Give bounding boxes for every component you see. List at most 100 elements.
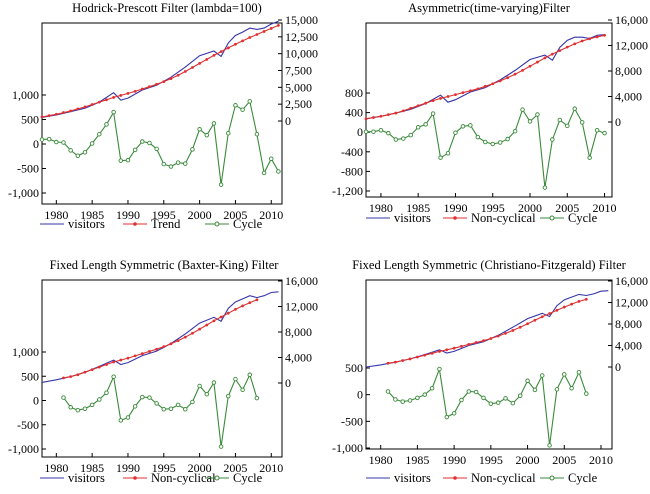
right-tick-label: 0 <box>285 114 291 128</box>
data-point <box>241 39 244 43</box>
x-tick-label: 2005 <box>223 461 247 475</box>
left-tick-label: 1,000 <box>12 88 39 102</box>
data-point <box>603 33 606 37</box>
right-tick-label: 4,000 <box>615 90 642 104</box>
data-point <box>219 315 223 319</box>
data-point <box>445 151 451 156</box>
data-point <box>409 106 413 110</box>
data-point <box>554 387 560 392</box>
right-tick-label: 12,000 <box>615 296 648 310</box>
data-point <box>118 158 124 163</box>
data-point <box>175 160 181 165</box>
x-tick-label: 1995 <box>152 208 176 222</box>
data-point <box>119 358 123 362</box>
data-point <box>439 97 442 100</box>
legend: visitors Non-cyclical Cycle <box>40 471 263 485</box>
data-point <box>503 396 508 401</box>
series-cycle <box>39 99 281 187</box>
data-point <box>415 395 420 401</box>
data-point <box>69 375 73 379</box>
left-tick-label: -500 <box>341 414 363 428</box>
data-point <box>140 139 145 144</box>
data-point <box>255 298 259 302</box>
right-tick-label: 5,000 <box>285 80 312 94</box>
data-point <box>451 411 457 416</box>
left-tick-label: 500 <box>21 113 39 127</box>
data-point <box>482 339 485 343</box>
data-point <box>483 84 487 88</box>
series-cycle <box>61 372 260 449</box>
legend-label: Cycle <box>568 211 598 225</box>
legend-label: visitors <box>394 211 431 225</box>
data-point <box>489 337 493 340</box>
data-point <box>218 182 224 187</box>
data-point <box>517 393 523 398</box>
data-point <box>269 156 274 161</box>
data-point <box>132 404 138 409</box>
data-point <box>269 27 273 30</box>
data-point <box>579 120 585 125</box>
data-point <box>197 383 202 389</box>
data-point <box>132 147 138 153</box>
data-point <box>104 122 109 127</box>
right-tick-label: 2,500 <box>285 97 312 111</box>
data-point <box>83 370 87 374</box>
data-point <box>97 131 102 137</box>
data-point <box>226 393 231 399</box>
data-point <box>423 353 427 357</box>
series-trend <box>40 23 280 119</box>
data-point <box>511 329 515 332</box>
data-point <box>430 111 436 116</box>
series-line <box>365 34 605 120</box>
data-point <box>190 147 195 152</box>
data-point <box>371 129 376 134</box>
data-point <box>452 346 456 350</box>
data-point <box>54 139 59 145</box>
data-point <box>277 23 280 27</box>
data-point <box>234 307 237 311</box>
series-cycle <box>385 366 589 448</box>
data-point <box>119 94 123 97</box>
data-point <box>454 93 457 96</box>
data-point <box>453 130 458 135</box>
data-point <box>247 372 253 378</box>
data-point <box>536 60 539 64</box>
data-point <box>97 397 102 402</box>
data-point <box>248 301 252 305</box>
series-non-cyclical <box>364 33 606 121</box>
legend-marker <box>133 222 137 226</box>
legend-label: visitors <box>394 471 431 485</box>
series-non-cyclical <box>386 297 588 365</box>
left-tick-label: 400 <box>345 106 363 120</box>
legend-label: visitors <box>68 217 105 231</box>
series-cycle <box>363 106 607 190</box>
data-point <box>183 70 187 73</box>
data-point <box>401 109 405 113</box>
data-point <box>147 140 152 146</box>
data-point <box>54 112 58 116</box>
data-point <box>205 57 209 61</box>
data-point <box>212 319 216 323</box>
data-point <box>415 125 421 130</box>
data-point <box>168 406 174 411</box>
data-point <box>61 395 66 400</box>
data-point <box>438 155 443 160</box>
x-tick-label: 2000 <box>516 453 540 467</box>
data-point <box>491 82 495 86</box>
data-point <box>539 373 545 378</box>
data-point <box>460 124 466 129</box>
data-point <box>105 363 108 366</box>
data-point <box>211 380 217 385</box>
x-tick-label: 2010 <box>593 201 617 215</box>
data-point <box>557 117 563 123</box>
chart-title: Fixed Length Symmetric (Christiano-Fitzg… <box>352 258 626 272</box>
legend-label: Cycle <box>568 471 598 485</box>
left-tick-label: -500 <box>17 162 39 176</box>
right-tick-label: 7,500 <box>285 64 312 78</box>
right-tick-label: 8,000 <box>285 325 312 339</box>
data-point <box>47 114 51 118</box>
data-point <box>437 366 442 372</box>
x-tick-label: 2005 <box>552 453 576 467</box>
right-tick-label: 12,500 <box>285 30 318 44</box>
